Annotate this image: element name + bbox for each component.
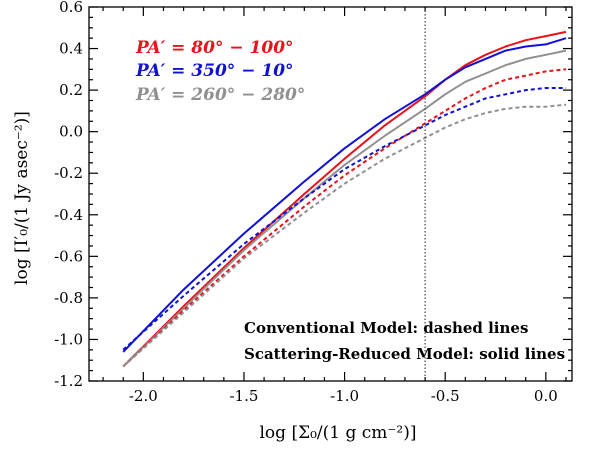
y-tick-label: -0.2 xyxy=(54,164,83,182)
legend-entry-2: PA′ = 260° − 280° xyxy=(135,85,305,105)
x-tick-label: 0.0 xyxy=(534,387,558,405)
ticks-layer: -2.0 -1.5 -1.0 -0.5 0.0 -1.2 -1.0 -0.8 -0.6 -0.4 -… xyxy=(54,0,572,405)
y-tick-label: -0.8 xyxy=(54,289,83,307)
y-tick-label: 0.2 xyxy=(59,81,83,99)
legend-entry-1: PA′ = 350° − 10° xyxy=(135,61,294,81)
y-tick-label: -0.4 xyxy=(54,206,83,224)
y-tick-label: 0.4 xyxy=(59,40,83,58)
y-tick-label: -1.2 xyxy=(54,372,83,390)
series-line-2 xyxy=(122,49,567,368)
y-axis-label: log [I′₀/(1 Jy asec⁻²)] xyxy=(12,111,32,285)
series-line-0 xyxy=(122,30,567,368)
legend: PA′ = 80° − 100° PA′ = 350° − 10° PA′ = … xyxy=(135,38,305,105)
y-tick-label: -0.6 xyxy=(54,247,83,265)
x-tick-label: -0.5 xyxy=(431,387,460,405)
x-tick-label: -2.0 xyxy=(129,387,158,405)
y-tick-label: -1.0 xyxy=(54,330,83,348)
annotation-scattering: Scattering-Reduced Model: solid lines xyxy=(244,345,565,363)
series-line-4 xyxy=(122,87,566,351)
annotation-conventional: Conventional Model: dashed lines xyxy=(244,319,528,337)
series-layer xyxy=(122,30,567,368)
x-axis-label: log [Σ₀/(1 g cm⁻²)] xyxy=(260,423,417,443)
x-tick-label: -1.5 xyxy=(229,387,258,405)
legend-entry-0: PA′ = 80° − 100° xyxy=(135,38,294,58)
series-line-1 xyxy=(122,37,567,353)
x-tick-label: -1.0 xyxy=(330,387,359,405)
y-tick-label: 0.6 xyxy=(59,0,83,16)
y-tick-label: 0.0 xyxy=(59,123,83,141)
series-line-3 xyxy=(122,68,567,368)
